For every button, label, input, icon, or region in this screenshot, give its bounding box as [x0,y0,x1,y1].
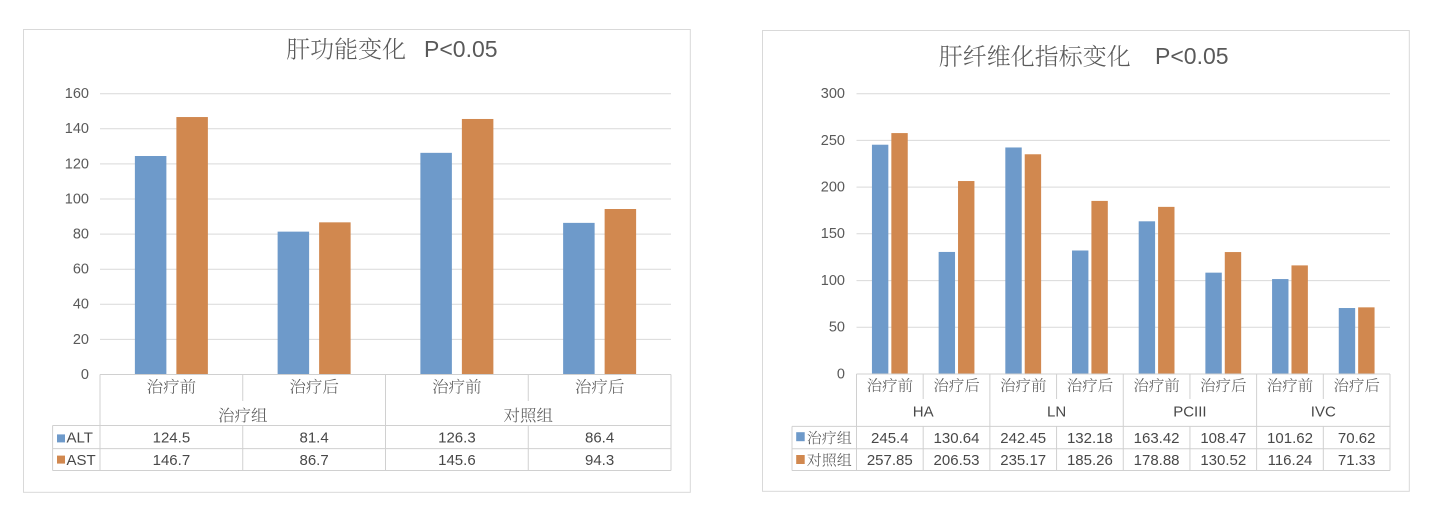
svg-text:94.3: 94.3 [585,452,614,469]
svg-text:IVC: IVC [1311,404,1336,421]
svg-text:80: 80 [73,227,89,243]
svg-text:100: 100 [821,273,845,289]
svg-text:160: 160 [65,86,89,102]
svg-text:40: 40 [73,297,89,313]
svg-text:245.4: 245.4 [871,430,909,447]
svg-text:AST: AST [67,452,96,469]
svg-text:116.24: 116.24 [1268,452,1313,469]
svg-text:145.6: 145.6 [438,452,476,469]
svg-text:81.4: 81.4 [299,430,328,447]
svg-text:132.18: 132.18 [1067,430,1113,447]
svg-text:LN: LN [1047,404,1066,421]
svg-text:70.62: 70.62 [1338,430,1376,447]
svg-text:PCIII: PCIII [1173,404,1206,421]
svg-text:257.85: 257.85 [867,452,913,469]
svg-text:0: 0 [81,367,89,383]
svg-text:235.17: 235.17 [1000,452,1046,469]
svg-text:250: 250 [821,133,845,149]
svg-text:200: 200 [821,180,845,196]
svg-text:178.88: 178.88 [1134,452,1180,469]
svg-text:60: 60 [73,262,89,278]
svg-text:206.53: 206.53 [934,452,980,469]
svg-text:185.26: 185.26 [1067,452,1113,469]
svg-text:86.7: 86.7 [299,452,328,469]
svg-text:101.62: 101.62 [1267,430,1313,447]
svg-text:HA: HA [913,404,934,421]
svg-text:130.64: 130.64 [934,430,980,447]
svg-text:146.7: 146.7 [153,452,191,469]
svg-text:108.47: 108.47 [1200,430,1246,447]
svg-text:163.42: 163.42 [1134,430,1180,447]
svg-text:150: 150 [821,226,845,242]
svg-text:0: 0 [837,366,845,382]
svg-text:ALT: ALT [67,430,93,447]
svg-text:124.5: 124.5 [153,430,191,447]
svg-text:86.4: 86.4 [585,430,614,447]
svg-text:100: 100 [65,191,89,207]
svg-text:126.3: 126.3 [438,430,476,447]
svg-text:P<0.05: P<0.05 [424,36,498,62]
svg-text:120: 120 [65,156,89,172]
svg-text:71.33: 71.33 [1338,452,1376,469]
svg-text:130.52: 130.52 [1200,452,1246,469]
svg-text:P<0.05: P<0.05 [1155,43,1229,69]
svg-text:140: 140 [65,121,89,137]
svg-text:300: 300 [821,86,845,102]
svg-text:20: 20 [73,332,89,348]
svg-text:50: 50 [829,320,845,336]
svg-text:242.45: 242.45 [1000,430,1046,447]
